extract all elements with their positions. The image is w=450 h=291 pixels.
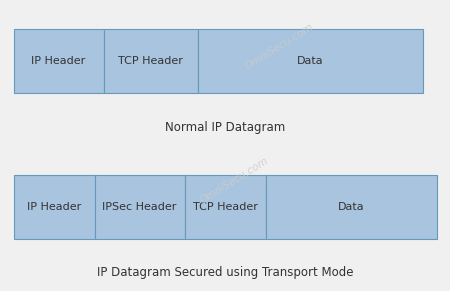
Text: Data: Data	[338, 202, 364, 212]
Text: Normal IP Datagram: Normal IP Datagram	[165, 121, 285, 134]
Text: OmniSecu.com: OmniSecu.com	[198, 155, 270, 205]
Bar	[14, 175, 94, 239]
Bar	[14, 29, 104, 93]
Bar	[266, 175, 436, 239]
Bar	[198, 29, 423, 93]
Text: OmniSecu.com: OmniSecu.com	[243, 22, 315, 72]
Text: IPSec Header: IPSec Header	[102, 202, 177, 212]
Text: IP Datagram Secured using Transport Mode: IP Datagram Secured using Transport Mode	[97, 266, 353, 279]
Text: Data: Data	[297, 56, 324, 66]
Text: TCP Header: TCP Header	[193, 202, 257, 212]
Bar	[104, 29, 198, 93]
Text: IP Header: IP Header	[27, 202, 81, 212]
Bar	[94, 175, 184, 239]
Bar	[184, 175, 266, 239]
Text: IP Header: IP Header	[32, 56, 86, 66]
Text: TCP Header: TCP Header	[118, 56, 183, 66]
